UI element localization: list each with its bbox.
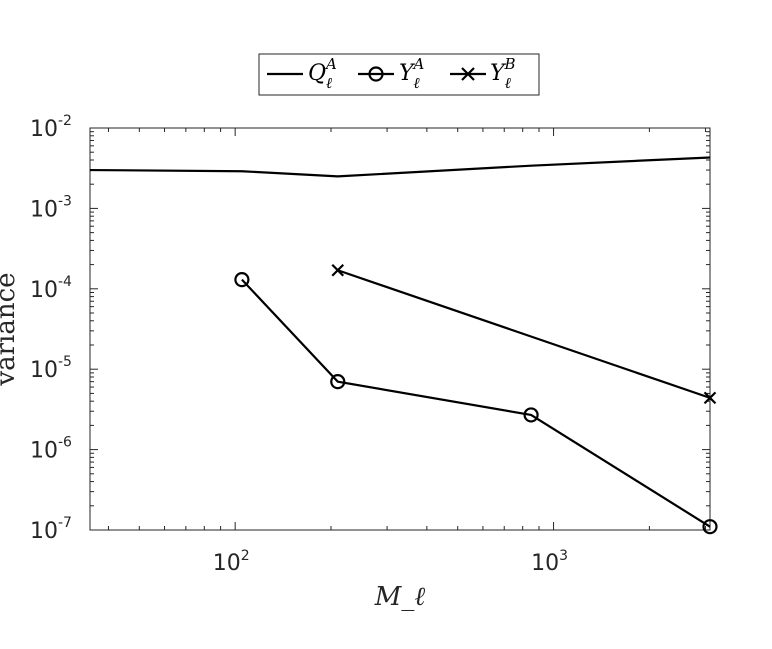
data-point-cross <box>703 391 717 405</box>
legend-label-q-a: QA ℓ <box>308 55 337 92</box>
axis-ticks: 102 103 10-7 10-6 10-5 10-4 10-3 10-2 <box>30 113 710 576</box>
plot-area-frame <box>89 127 711 531</box>
y-tick-label: 10-7 <box>30 515 72 544</box>
series-line-2 <box>337 269 711 399</box>
series-line-0 <box>89 156 711 178</box>
x-tick-label: 103 <box>531 548 568 576</box>
data-series <box>89 156 718 535</box>
y-axis-title: variance <box>0 272 21 386</box>
y-tick-label: 10-5 <box>30 354 72 383</box>
legend: QA ℓ YA ℓ YB ℓ <box>258 53 540 96</box>
legend-marker-circle <box>368 66 384 82</box>
series-line-1 <box>241 278 711 528</box>
legend-label-y-b: YB ℓ <box>490 55 516 92</box>
legend-label-y-a: YA ℓ <box>399 55 425 92</box>
legend-marker-cross <box>461 67 475 81</box>
data-point-circle <box>330 374 346 390</box>
legend-entry-y-a: YA ℓ <box>358 55 425 92</box>
y-tick-label: 10-2 <box>30 113 72 142</box>
data-point-circle <box>702 519 718 535</box>
data-point-circle <box>523 407 539 423</box>
legend-entry-q-a: QA ℓ <box>267 55 337 92</box>
x-tick-label: 102 <box>213 548 250 576</box>
data-point-cross <box>331 263 345 277</box>
y-tick-label: 10-4 <box>30 274 72 303</box>
y-tick-label: 10-3 <box>30 193 72 222</box>
y-tick-label: 10-6 <box>30 435 72 464</box>
legend-entry-y-b: YB ℓ <box>450 55 516 92</box>
data-point-circle <box>234 272 250 288</box>
x-axis-title: M_ℓ <box>374 582 426 612</box>
legend-box <box>258 53 540 96</box>
